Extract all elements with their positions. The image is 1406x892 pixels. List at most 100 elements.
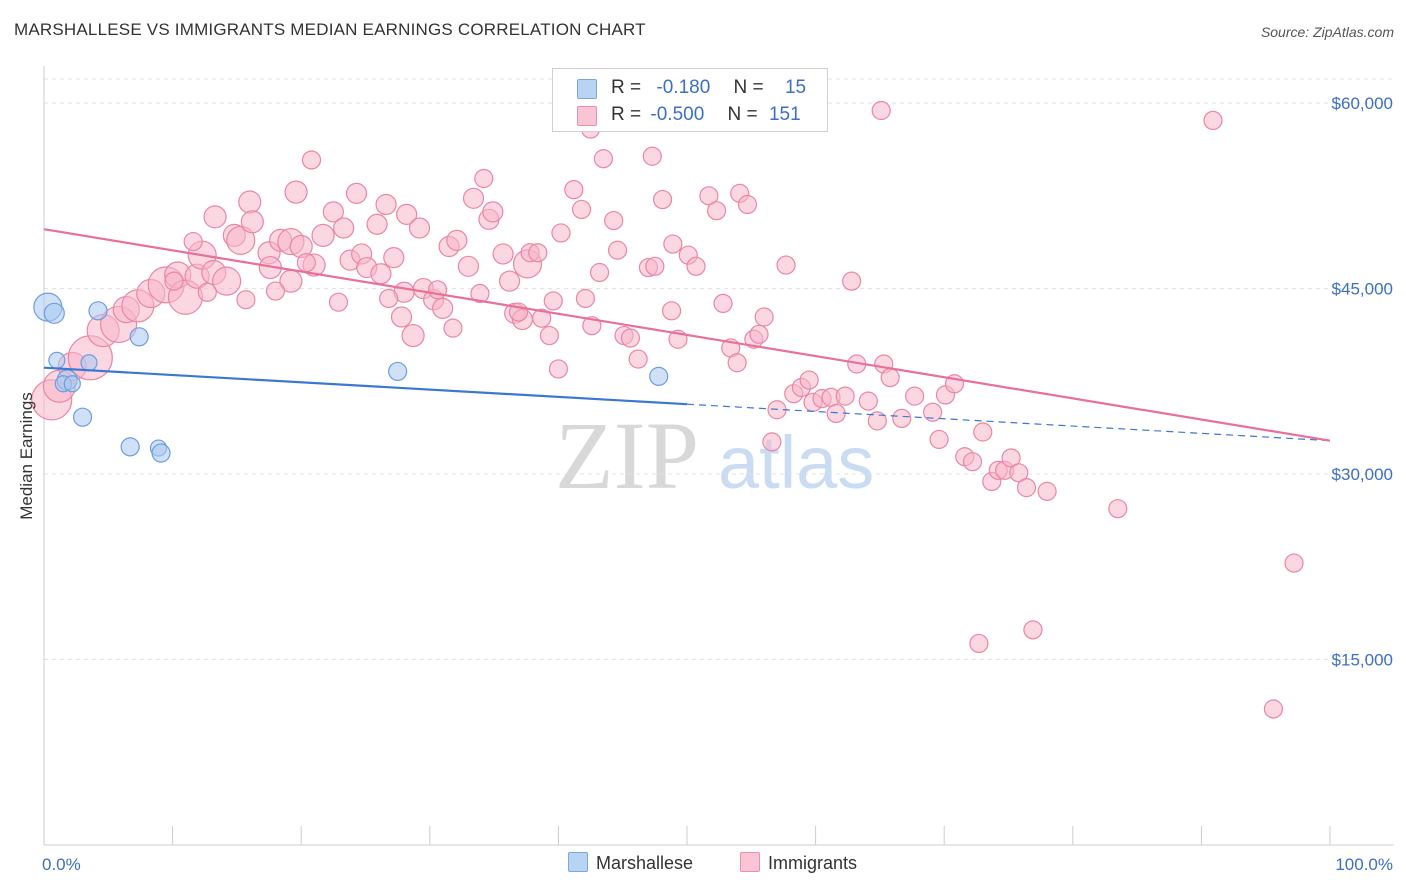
immigrants-point bbox=[482, 201, 504, 223]
immigrants-point bbox=[539, 325, 559, 346]
immigrants-point bbox=[446, 229, 468, 251]
immigrants-point bbox=[265, 281, 286, 301]
immigrants-point bbox=[871, 100, 891, 121]
immigrants-point bbox=[604, 210, 624, 231]
immigrants-point bbox=[642, 146, 662, 166]
correlation-legend: R = -0.180 N = 15 R = -0.500 N = 151 bbox=[552, 68, 828, 132]
immigrants-point bbox=[551, 223, 571, 243]
immigrants-point bbox=[183, 231, 203, 252]
y-axis-title: Median Earnings bbox=[17, 392, 36, 520]
legend-n-value: 15 bbox=[784, 77, 807, 98]
immigrants-trend-line bbox=[43, 228, 1331, 442]
immigrants-point bbox=[1023, 620, 1043, 640]
axes bbox=[43, 66, 1394, 846]
immigrants-point bbox=[1108, 499, 1128, 519]
immigrants-point bbox=[328, 292, 349, 312]
immigrants-point bbox=[867, 411, 887, 431]
watermark-atlas: atlas bbox=[718, 421, 874, 504]
immigrants-point bbox=[457, 255, 479, 277]
immigrants-point bbox=[345, 182, 368, 204]
immigrants-point bbox=[548, 359, 569, 379]
immigrants-point bbox=[203, 205, 227, 229]
immigrants-point bbox=[799, 370, 819, 390]
immigrants-point bbox=[727, 353, 747, 373]
immigrants-point bbox=[1037, 481, 1057, 501]
immigrants-point bbox=[528, 243, 548, 263]
immigrants-point bbox=[1284, 553, 1304, 573]
immigrants-point bbox=[923, 402, 943, 422]
y-tick-label: $15,000 bbox=[1332, 651, 1393, 670]
immigrants-point bbox=[427, 280, 448, 300]
immigrants-point bbox=[645, 256, 665, 276]
immigrants-swatch bbox=[740, 852, 760, 872]
grid-lines bbox=[44, 78, 1394, 661]
legend-r-label: R = bbox=[611, 77, 642, 98]
marshallese-point bbox=[120, 437, 140, 457]
immigrants-point bbox=[620, 328, 641, 348]
bottom-legend-immigrants: Immigrants bbox=[740, 852, 857, 874]
immigrants-point bbox=[880, 368, 900, 388]
immigrants-point bbox=[383, 247, 405, 269]
y-tick-label: $30,000 bbox=[1332, 465, 1393, 484]
x-tick-label-max: 100.0% bbox=[1335, 855, 1393, 874]
immigrants-point bbox=[737, 194, 758, 215]
immigrants-point bbox=[543, 291, 563, 311]
legend-r-value: -0.500 bbox=[650, 104, 705, 125]
legend-r-label: R = bbox=[611, 104, 642, 125]
y-tick-label: $60,000 bbox=[1332, 94, 1393, 113]
immigrants-point bbox=[858, 391, 878, 411]
immigrants-point bbox=[661, 301, 682, 321]
immigrants-point bbox=[582, 316, 602, 336]
immigrants-point bbox=[333, 217, 355, 239]
immigrants-point bbox=[564, 180, 584, 200]
immigrants-point bbox=[686, 256, 706, 276]
marshallese-point bbox=[48, 351, 66, 369]
immigrants-point bbox=[366, 213, 388, 235]
bottom-legend-marshallese: Marshallese bbox=[568, 852, 693, 874]
immigrants-point bbox=[370, 263, 392, 285]
trend-lines bbox=[43, 228, 1331, 442]
immigrants-point bbox=[390, 306, 413, 328]
immigrants-point bbox=[762, 432, 782, 452]
immigrants-point bbox=[575, 288, 596, 309]
immigrants-point bbox=[749, 324, 769, 344]
immigrants-label: Immigrants bbox=[768, 853, 858, 873]
immigrants-point bbox=[197, 282, 217, 302]
immigrants-point bbox=[240, 210, 264, 234]
marshallese-point bbox=[649, 366, 669, 386]
watermark-zip: ZIP bbox=[555, 402, 699, 509]
immigrants-point bbox=[532, 308, 552, 328]
immigrants-point bbox=[892, 408, 912, 429]
immigrants-point bbox=[699, 186, 719, 206]
immigrants-point bbox=[474, 168, 494, 189]
chart-title: MARSHALLESE VS IMMIGRANTS MEDIAN EARNING… bbox=[14, 20, 646, 39]
immigrants-point bbox=[571, 199, 592, 220]
immigrants-point bbox=[776, 255, 796, 275]
marshallese-point bbox=[43, 302, 65, 324]
immigrants-point bbox=[379, 288, 399, 309]
immigrants-point bbox=[470, 283, 490, 304]
immigrants-point bbox=[973, 422, 993, 442]
marshallese-swatch bbox=[577, 79, 597, 99]
immigrants-point bbox=[593, 149, 614, 169]
immigrants-point bbox=[826, 403, 846, 424]
legend-n-label: N = bbox=[733, 77, 764, 98]
immigrants-point bbox=[396, 203, 418, 225]
immigrants-point bbox=[498, 270, 521, 292]
immigrants-point bbox=[929, 429, 949, 450]
marshallese-point bbox=[80, 354, 98, 372]
immigrants-point bbox=[301, 150, 322, 170]
immigrants-point bbox=[628, 349, 648, 369]
immigrants-point bbox=[432, 297, 454, 319]
immigrants-point bbox=[462, 187, 485, 209]
legend-n-value: 151 bbox=[768, 104, 801, 125]
immigrants-point bbox=[212, 266, 242, 296]
legend-r-value: -0.180 bbox=[656, 77, 711, 98]
source-label: Source: ZipAtlas.com bbox=[1260, 24, 1394, 40]
marshallese-point bbox=[88, 301, 108, 321]
immigrants-point bbox=[1203, 110, 1223, 131]
marshallese-point bbox=[63, 375, 81, 393]
axis-labels: $15,000 $30,000 $45,000 $60,000 0.0% 100.0% Me… bbox=[17, 94, 1393, 874]
immigrants-swatch bbox=[577, 106, 597, 126]
